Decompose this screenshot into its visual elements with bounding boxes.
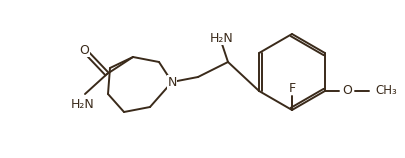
- Text: CH₃: CH₃: [375, 85, 396, 97]
- Text: H₂N: H₂N: [71, 97, 95, 110]
- Text: F: F: [288, 82, 296, 94]
- Text: O: O: [79, 43, 89, 57]
- Text: H₂N: H₂N: [210, 31, 234, 45]
- Text: O: O: [342, 85, 352, 97]
- Text: N: N: [167, 76, 177, 88]
